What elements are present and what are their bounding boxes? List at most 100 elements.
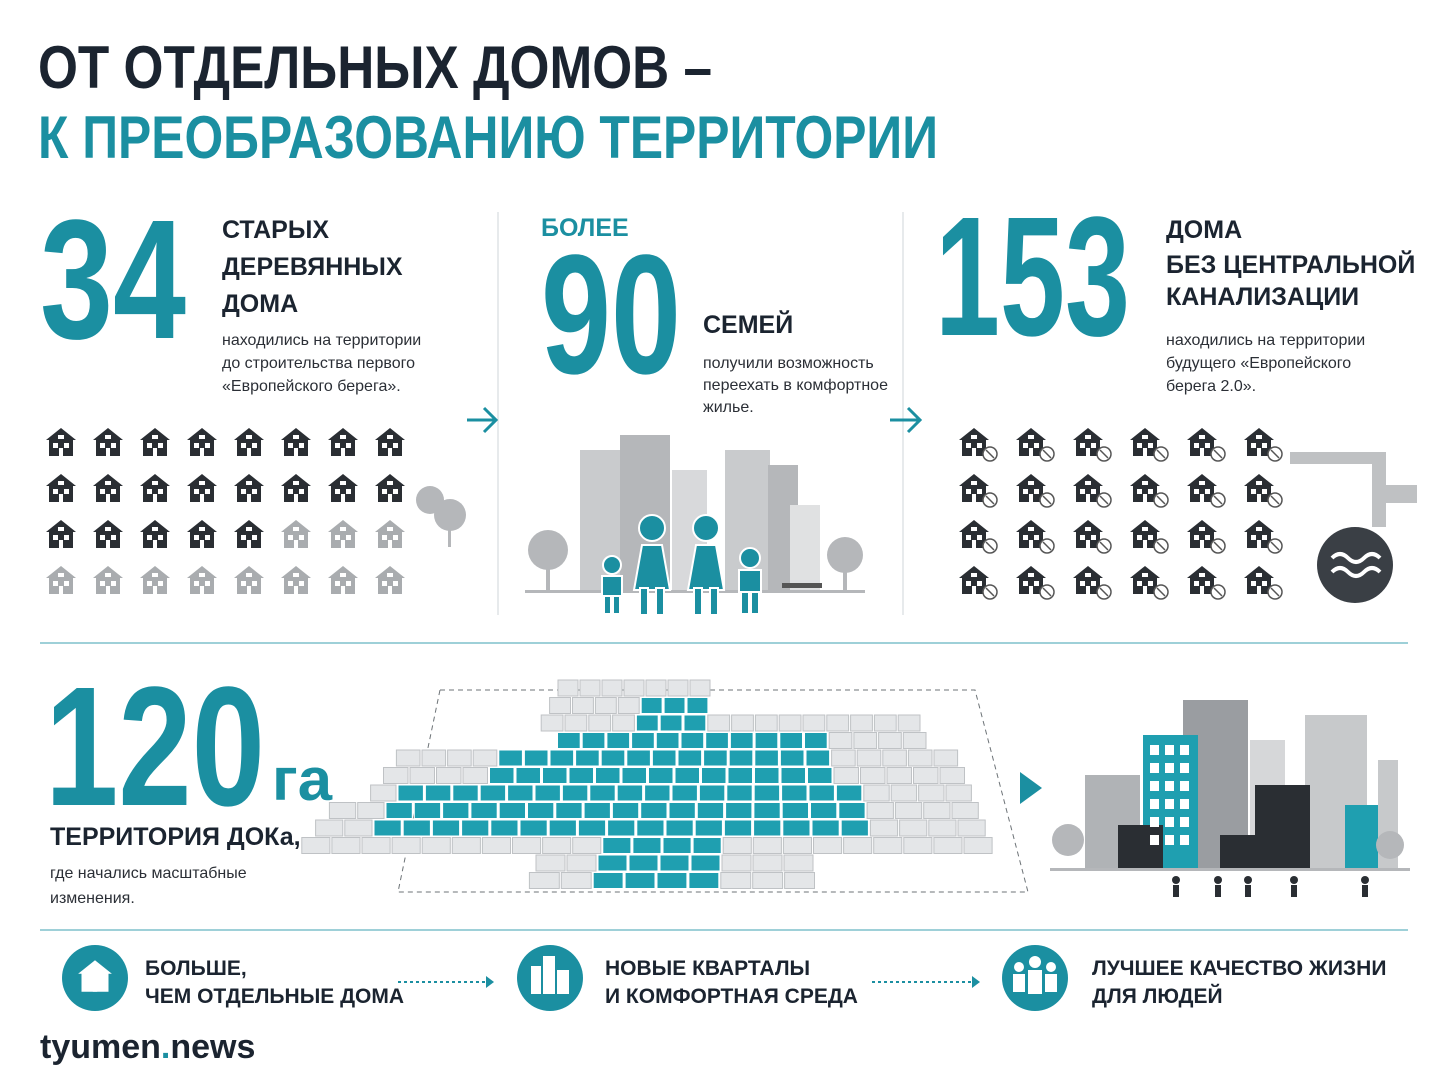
- stat-description: до строительства первого: [222, 355, 415, 372]
- map-cell: [540, 714, 564, 732]
- building: [1165, 763, 1174, 773]
- map-cell: [882, 749, 907, 767]
- map-cell: [385, 802, 413, 819]
- map-cell: [623, 679, 645, 697]
- territory-description: изменения.: [50, 890, 135, 907]
- map-cell: [442, 802, 470, 819]
- person: [1173, 885, 1179, 897]
- map-cell: [472, 749, 498, 767]
- map-cell: [894, 802, 923, 819]
- building: [1220, 835, 1255, 870]
- map-cell: [838, 802, 866, 819]
- no-sewer-mark: [1156, 495, 1166, 505]
- map-cell: [555, 802, 583, 819]
- map-cell: [828, 732, 853, 749]
- map-cell: [782, 819, 811, 837]
- map-cell: [656, 872, 688, 889]
- building: [1150, 799, 1159, 809]
- territory-unit: га: [272, 746, 333, 813]
- map-cell: [597, 854, 628, 872]
- map-cell: [589, 784, 616, 802]
- map-cell: [754, 732, 779, 749]
- map-cell: [707, 714, 731, 732]
- map-cell: [572, 837, 602, 854]
- brand-name: tyumen: [40, 1028, 161, 1066]
- map-cell: [754, 714, 778, 732]
- building: [1180, 981, 1189, 991]
- map-cell: [431, 819, 461, 837]
- map-cell: [626, 749, 651, 767]
- dotted-arrow-head: [972, 976, 980, 988]
- building: [1180, 1035, 1189, 1045]
- house-icon: [140, 428, 170, 456]
- map-cell: [409, 767, 435, 784]
- map-cell: [680, 732, 705, 749]
- map-cell: [811, 819, 840, 837]
- no-sewer-mark: [1213, 541, 1223, 551]
- stat-description: находились на территории: [222, 332, 421, 349]
- person: [1361, 876, 1369, 884]
- map-cell: [344, 819, 373, 837]
- new-city-illustration: [1050, 700, 1410, 1045]
- map-cell: [899, 819, 928, 837]
- stat-number: 34: [40, 185, 186, 375]
- building: [1150, 1035, 1159, 1045]
- map-cell: [866, 802, 894, 819]
- map-cell: [726, 784, 753, 802]
- map-cell: [607, 819, 636, 837]
- map-cell: [933, 837, 963, 854]
- map-cell: [663, 697, 686, 714]
- house-icon: [46, 566, 76, 594]
- stat-description: будущего «Европейского: [1166, 355, 1351, 372]
- house-icon: [46, 474, 76, 502]
- map-cell: [577, 819, 607, 837]
- map-cell: [534, 784, 561, 802]
- no-sewer-mark: [1270, 587, 1280, 597]
- map-cell: [640, 802, 668, 819]
- map-cell: [659, 854, 690, 872]
- map-cell: [624, 872, 656, 889]
- stat-heading: КАНАЛИЗАЦИИ: [1166, 283, 1359, 311]
- house-icon: [93, 566, 123, 594]
- map-cell: [665, 819, 694, 837]
- step-text: ЛУЧШЕЕ КАЧЕСТВО ЖИЗНИ: [1092, 957, 1386, 980]
- map-cell: [523, 749, 549, 767]
- map-cell: [782, 837, 813, 854]
- map-cell: [674, 767, 700, 784]
- map-cell: [720, 872, 752, 889]
- map-cell: [535, 854, 566, 872]
- no-sewer-mark: [1270, 495, 1280, 505]
- map-cell: [617, 697, 640, 714]
- building: [1165, 745, 1174, 755]
- map-cell: [752, 837, 782, 854]
- map-cell: [592, 872, 624, 889]
- map-cell: [301, 837, 331, 854]
- stat-number: 153: [935, 182, 1130, 372]
- map-cell: [583, 802, 611, 819]
- map-cell: [549, 749, 575, 767]
- map-cell: [601, 679, 623, 697]
- building: [1165, 963, 1174, 973]
- building: [1150, 1017, 1159, 1027]
- map-cell: [588, 714, 612, 732]
- person: [1214, 876, 1222, 884]
- building: [1150, 745, 1159, 755]
- no-sewer-mark: [1042, 449, 1052, 459]
- map-cell: [462, 767, 488, 784]
- map-cell: [701, 767, 727, 784]
- map-cell: [692, 837, 722, 854]
- territory-heading: ТЕРРИТОРИЯ ДОКа,: [50, 823, 301, 851]
- map-cell: [810, 802, 838, 819]
- map-cell: [331, 837, 361, 854]
- map-cell: [688, 872, 720, 889]
- map-cell: [447, 749, 472, 767]
- map-cell: [640, 697, 663, 714]
- house-icon: [46, 520, 76, 548]
- stat-number: 90: [541, 220, 681, 410]
- map-cell: [779, 732, 803, 749]
- person: [1362, 885, 1368, 897]
- map-cell: [753, 819, 782, 837]
- no-sewer-mark: [1042, 495, 1052, 505]
- building: [1180, 945, 1189, 955]
- house-icon: [328, 428, 358, 456]
